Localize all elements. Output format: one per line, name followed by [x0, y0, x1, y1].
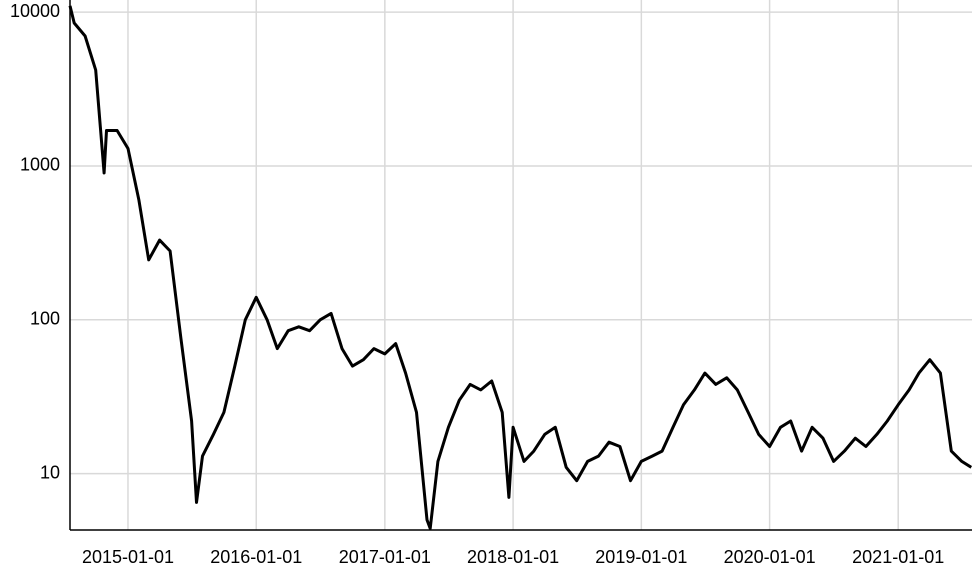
- x-tick-label: 2017-01-01: [339, 547, 431, 567]
- x-tick-label: 2019-01-01: [595, 547, 687, 567]
- y-tick-label: 100: [30, 309, 60, 329]
- x-tick-label: 2021-01-01: [852, 547, 944, 567]
- y-tick-label: 10000: [10, 1, 60, 21]
- y-tick-label: 10: [40, 462, 60, 482]
- x-tick-label: 2018-01-01: [467, 547, 559, 567]
- price-line: [68, 5, 972, 530]
- y-tick-label: 1000: [20, 155, 60, 175]
- x-tick-label: 2016-01-01: [210, 547, 302, 567]
- x-tick-label: 2020-01-01: [724, 547, 816, 567]
- x-tick-label: 2015-01-01: [82, 547, 174, 567]
